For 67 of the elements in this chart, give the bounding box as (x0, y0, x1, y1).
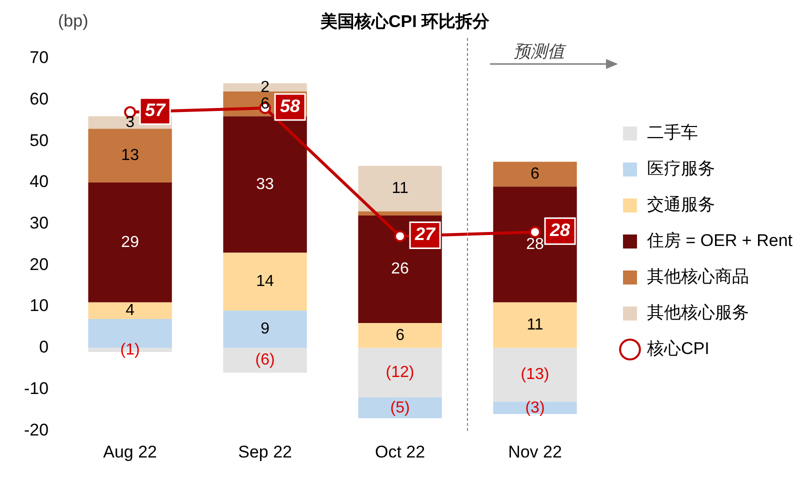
bar (493, 162, 577, 187)
data-label: 13 (121, 146, 140, 164)
bar (223, 252, 307, 311)
bar (88, 302, 172, 319)
bar (223, 310, 307, 348)
bar (493, 186, 577, 302)
bar (493, 402, 577, 414)
y-axis-title: (bp) (58, 12, 88, 31)
data-label: 6 (260, 95, 270, 112)
y-tick-label: 60 (30, 89, 49, 108)
bar (358, 323, 442, 348)
data-label: 26 (391, 260, 410, 278)
y-tick-label: 20 (30, 254, 49, 274)
data-label: 11 (392, 180, 408, 198)
data-label: (13) (520, 366, 550, 384)
point (529, 226, 542, 238)
y-tick-label: -10 (24, 378, 49, 398)
x-tick-label: Oct 22 (374, 442, 426, 462)
x-tick-label: Sep 22 (238, 442, 292, 462)
legend-label: 核心CPI (646, 339, 710, 358)
data-label: 27 (414, 224, 436, 244)
bar (88, 182, 172, 302)
data-label: 6 (530, 166, 540, 183)
chart-title: 美国核心CPI 环比拆分 (319, 12, 491, 31)
data-label: 58 (280, 96, 300, 116)
data-label: 14 (256, 273, 274, 290)
bar (358, 398, 442, 418)
data-label: 28 (549, 220, 570, 240)
data-label: 9 (260, 320, 270, 338)
bar (358, 166, 442, 212)
legend-label: 二手车 (647, 123, 698, 142)
y-tick-label: 10 (30, 296, 49, 316)
data-label: (3) (525, 399, 545, 416)
data-label: 3 (126, 114, 135, 131)
data-label: 6 (396, 326, 405, 344)
point (394, 230, 406, 242)
legend-label: 其他核心商品 (647, 267, 749, 286)
data-label: 57 (145, 100, 166, 120)
y-tick-label: 40 (30, 172, 49, 192)
y-tick-label: 0 (39, 338, 49, 357)
bar (223, 348, 307, 373)
data-label: 28 (526, 236, 544, 253)
legend-label: 其他核心服务 (647, 303, 749, 322)
legend-label: 医疗服务 (647, 159, 715, 178)
data-label: (5) (390, 399, 410, 416)
annotation: 预测值 (514, 42, 567, 62)
data-label: (1) (120, 341, 140, 358)
bar (358, 211, 442, 216)
bar (223, 116, 307, 253)
data-label: 11 (526, 316, 544, 334)
legend-label: 住房 = OER + Rent (646, 231, 793, 250)
data-label: 4 (126, 302, 135, 320)
data-label: 33 (256, 176, 274, 193)
y-tick-label: -20 (24, 420, 49, 440)
x-tick-label: Aug 22 (103, 442, 158, 462)
bar (493, 348, 577, 402)
y-tick-label: 30 (30, 214, 49, 233)
bar (493, 302, 577, 348)
y-tick-label: 70 (30, 48, 49, 68)
legend-label: 交通服务 (647, 195, 715, 214)
data-label: (12) (386, 364, 414, 382)
y-tick-label: 50 (30, 130, 49, 150)
x-tick-label: Nov 22 (508, 442, 562, 462)
bar (358, 348, 442, 398)
bar (88, 128, 172, 182)
data-label: (6) (255, 352, 275, 369)
data-label: 29 (121, 234, 140, 251)
